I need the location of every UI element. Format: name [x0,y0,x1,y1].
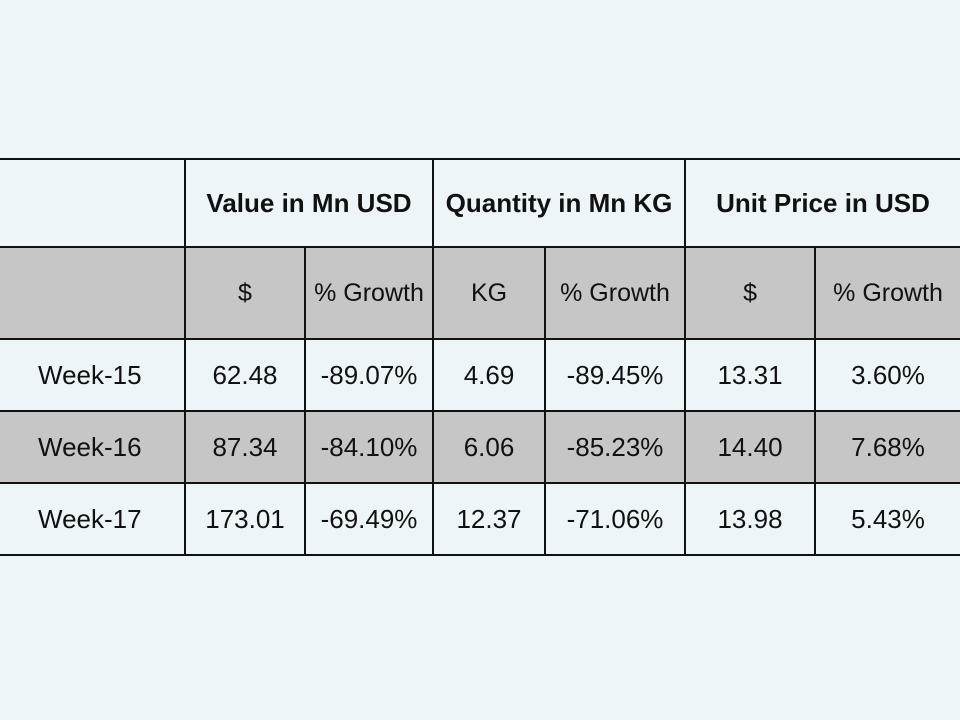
row-label: Week-15 [0,338,186,412]
sub-header-price-usd: $ [684,246,817,340]
quantity-growth-cell: -71.06% [543,482,687,556]
table-row: Week-15 62.48 -89.07% 4.69 -89.45% 13.31… [0,338,960,412]
group-header-value: Value in Mn USD [184,158,434,248]
sub-header-value-growth: % Growth [304,246,434,340]
table-row: Week-17 173.01 -69.49% 12.37 -71.06% 13.… [0,482,960,556]
quantity-growth-cell: -85.23% [543,410,687,484]
price-usd-cell: 13.31 [684,338,817,412]
sub-header-empty [0,246,186,340]
price-usd-cell: 14.40 [684,410,817,484]
quantity-growth-cell: -89.45% [543,338,687,412]
price-growth-cell: 5.43% [814,482,960,556]
value-growth-cell: -69.49% [304,482,434,556]
value-usd-cell: 62.48 [184,338,306,412]
group-header-empty [0,158,186,248]
row-label: Week-16 [0,410,186,484]
sub-header-quantity-kg: KG [432,246,546,340]
sub-header-value-usd: $ [184,246,306,340]
value-usd-cell: 87.34 [184,410,306,484]
quantity-kg-cell: 12.37 [432,482,546,556]
price-usd-cell: 13.98 [684,482,817,556]
value-usd-cell: 173.01 [184,482,306,556]
price-growth-cell: 7.68% [814,410,960,484]
price-growth-cell: 3.60% [814,338,960,412]
table-row: Week-16 87.34 -84.10% 6.06 -85.23% 14.40… [0,410,960,484]
value-growth-cell: -89.07% [304,338,434,412]
group-header-unit-price: Unit Price in USD [684,158,960,248]
sub-header-row: $ % Growth KG % Growth $ % Growth [0,246,960,340]
sub-header-price-growth: % Growth [814,246,960,340]
data-table: Value in Mn USD Quantity in Mn KG Unit P… [0,158,960,556]
group-header-row: Value in Mn USD Quantity in Mn KG Unit P… [0,158,960,248]
row-label: Week-17 [0,482,186,556]
group-header-quantity: Quantity in Mn KG [431,158,687,248]
quantity-kg-cell: 6.06 [432,410,546,484]
quantity-kg-cell: 4.69 [432,338,546,412]
sub-header-quantity-growth: % Growth [543,246,687,340]
value-growth-cell: -84.10% [304,410,434,484]
